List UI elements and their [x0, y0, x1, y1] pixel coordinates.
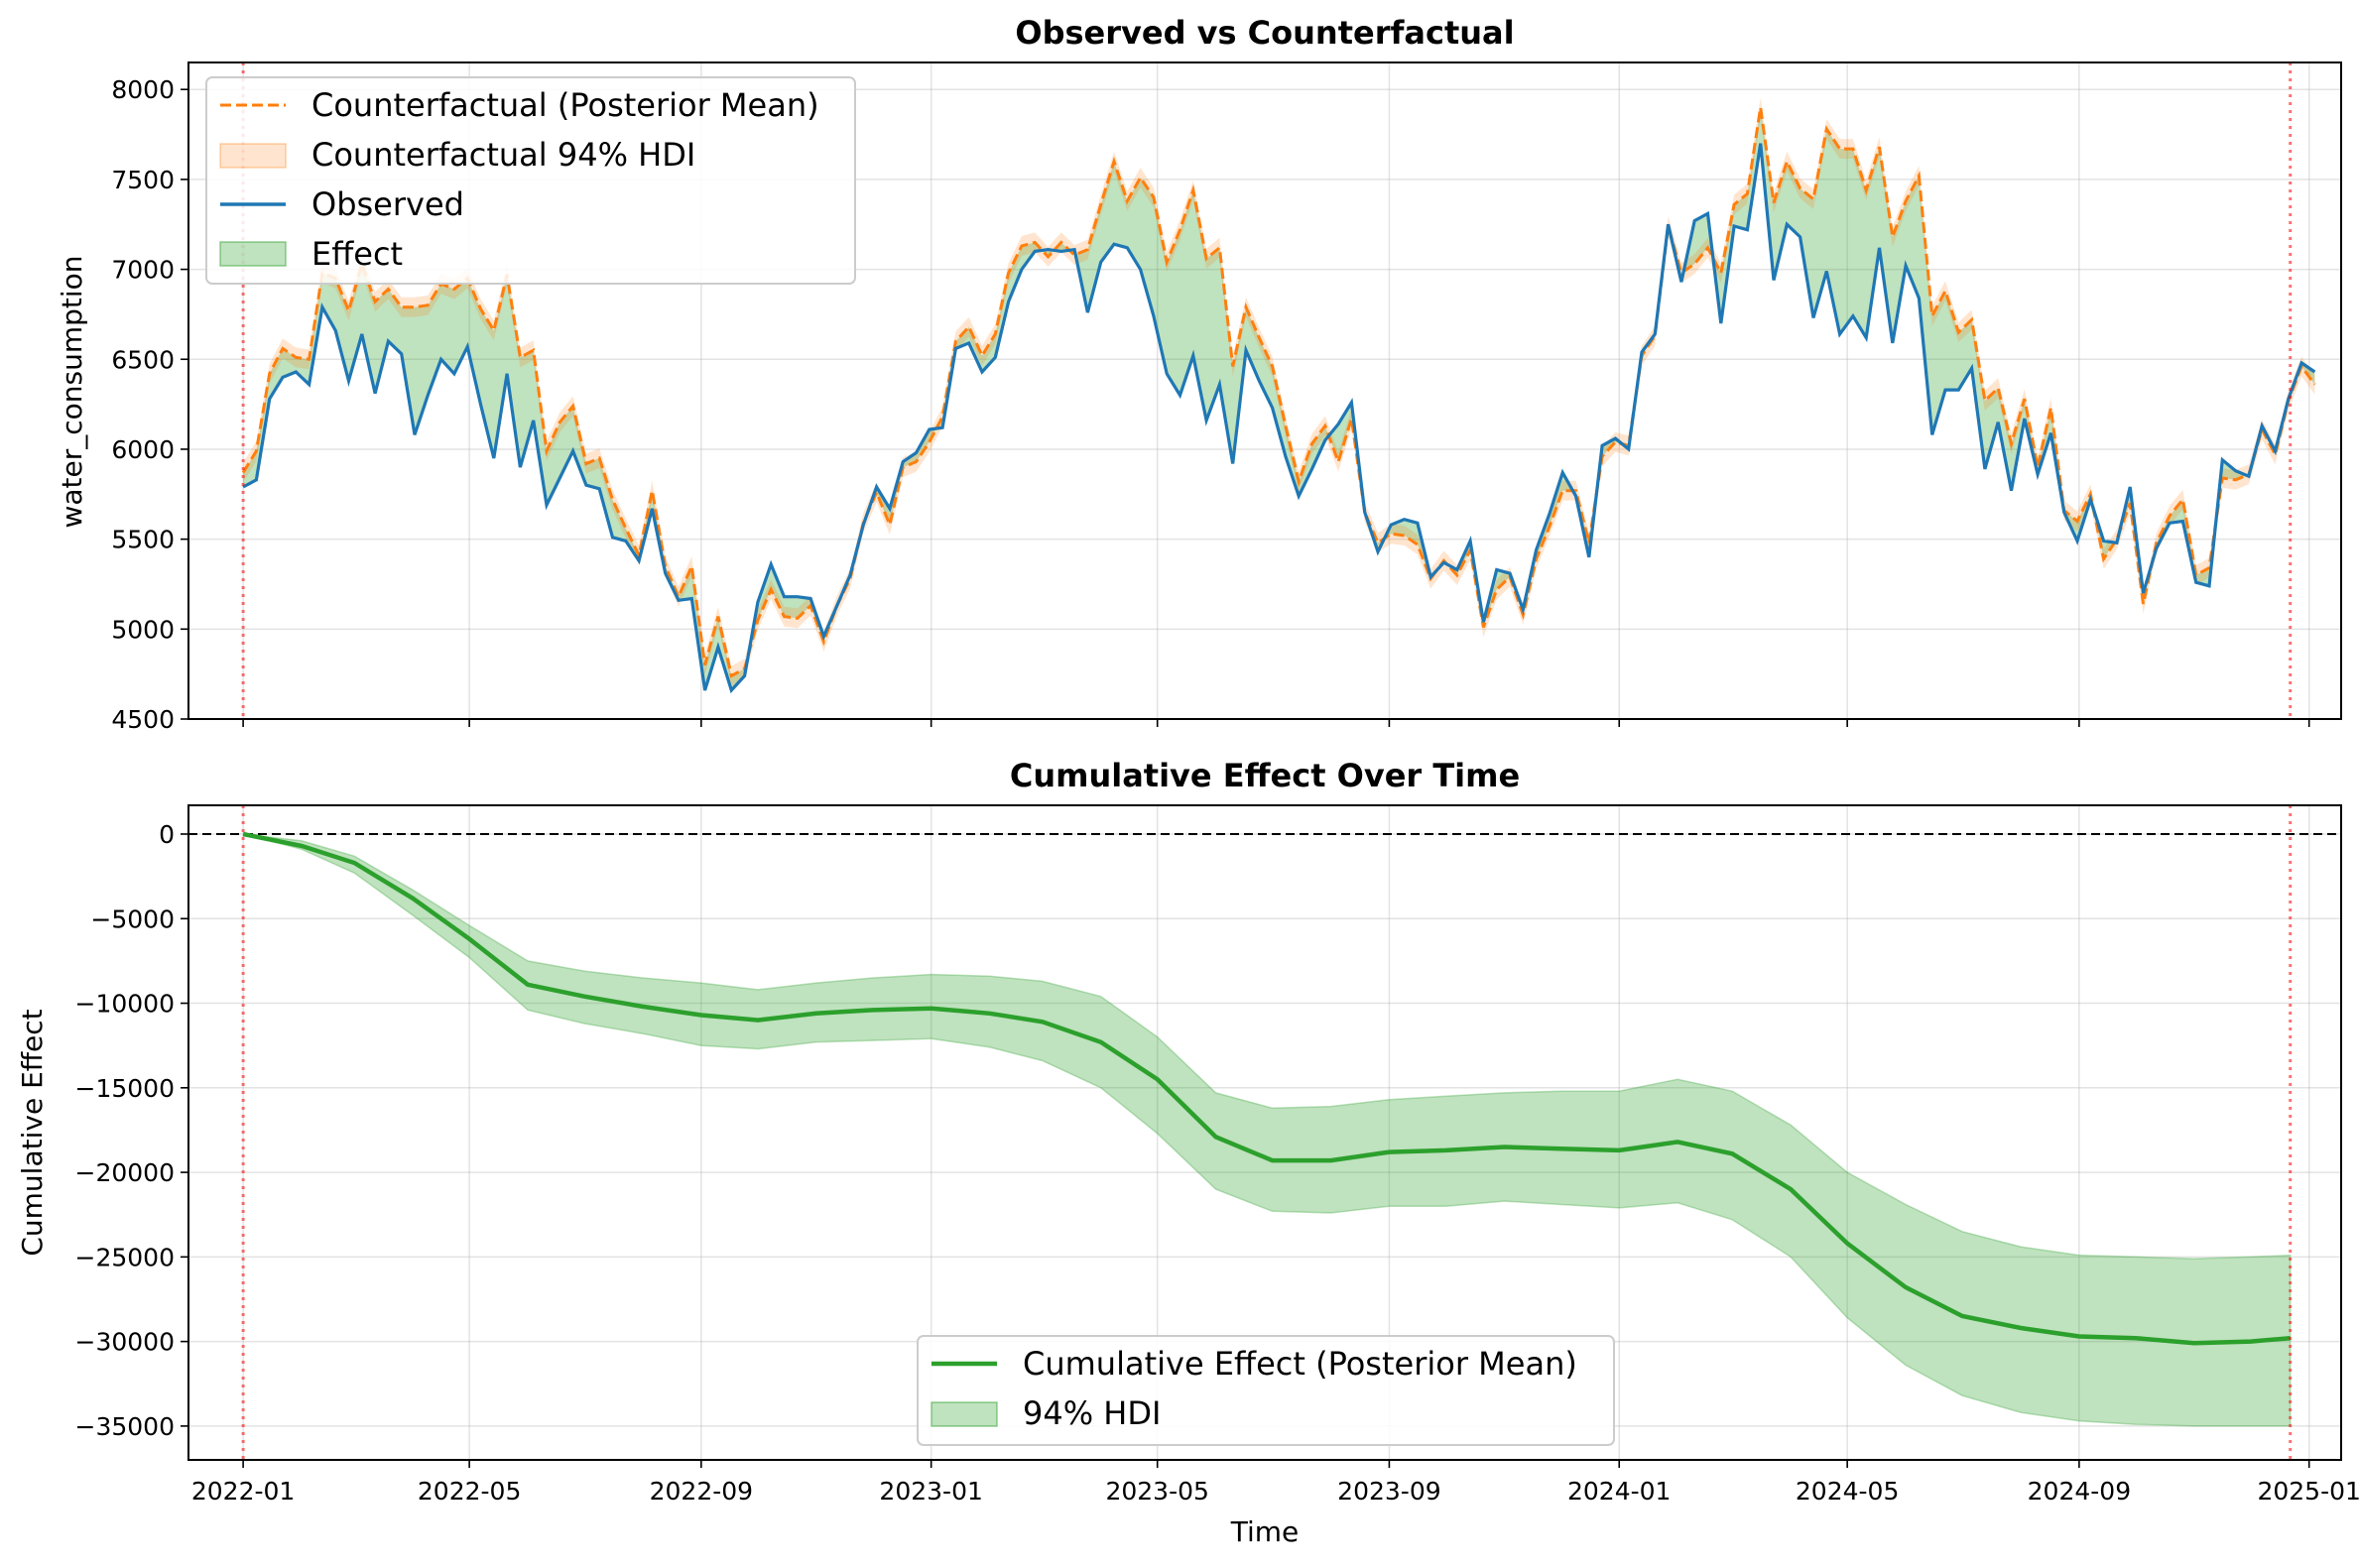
x-tick-label: 2022-09	[650, 1477, 753, 1506]
x-tick-label: 2024-05	[1796, 1477, 1899, 1506]
x-axis-label-bottom: Time	[1230, 1515, 1300, 1548]
legend-box-top	[205, 76, 856, 285]
y-axis-label-top: water_consumption	[56, 255, 88, 528]
axes-frame-bottom	[187, 804, 2342, 1461]
counterfactual-mean-line	[241, 107, 2316, 678]
y-tick-label: −30000	[75, 1328, 175, 1357]
panel-cumulative-effect: Cumulative Effect Over Time Cumulative E…	[16, 757, 2359, 1548]
y-ticks-bottom: 0 −5000 −10000 −15000 −20000 −25000 −30000 −350…	[75, 820, 188, 1441]
panel-observed-vs-counterfactual: Observed vs Counterfactual water_consump…	[56, 14, 2342, 734]
y-tick-label: −10000	[75, 990, 175, 1019]
chart-title-bottom: Cumulative Effect Over Time	[1010, 757, 1520, 794]
legend-label-effect: Effect	[311, 235, 403, 273]
x-tick-label: 2022-01	[191, 1477, 295, 1506]
legend-top: Counterfactual (Posterior Mean) Counterf…	[205, 76, 856, 285]
x-tick-label: 2023-01	[879, 1477, 982, 1506]
x-tick-label: 2025-01	[2257, 1477, 2359, 1506]
legend-label-counterfactual-hdi: Counterfactual 94% HDI	[311, 136, 695, 174]
x-tick-label: 2023-09	[1337, 1477, 1440, 1506]
cumulative-hdi-band	[242, 833, 2292, 1427]
y-ticks-top: 4500 5000 5500 6000 6500 7000 7500 8000	[111, 75, 188, 734]
y-tick-label: 6500	[111, 345, 175, 374]
y-tick-label: −15000	[75, 1074, 175, 1103]
y-tick-label: 4500	[111, 705, 175, 734]
x-ticks-bottom: 2022-01 2022-05 2022-09 2023-01 2023-05 2023-…	[191, 1460, 2359, 1506]
x-ticks-top	[242, 719, 2310, 727]
x-tick-label: 2024-01	[1567, 1477, 1671, 1506]
cumulative-mean-line	[242, 831, 2291, 1346]
y-tick-label: 5000	[111, 615, 175, 644]
x-tick-label: 2022-05	[418, 1477, 521, 1506]
legend-swatch-effect	[219, 241, 287, 267]
legend-swatch-cumulative-hdi	[931, 1401, 998, 1427]
legend-label-counterfactual-mean: Counterfactual (Posterior Mean)	[311, 86, 819, 124]
y-tick-label: 5500	[111, 526, 175, 554]
y-tick-label: −20000	[75, 1158, 175, 1187]
plot-area-top	[241, 62, 2316, 719]
chart-title-top: Observed vs Counterfactual	[1015, 14, 1514, 52]
y-tick-label: 8000	[111, 75, 175, 104]
legend-label-cumulative-mean: Cumulative Effect (Posterior Mean)	[1023, 1345, 1577, 1383]
axes-frame-top	[187, 61, 2342, 720]
legend-label-cumulative-hdi: 94% HDI	[1023, 1394, 1161, 1432]
legend-label-observed: Observed	[311, 185, 464, 223]
x-tick-label: 2023-05	[1105, 1477, 1208, 1506]
y-tick-label: 6000	[111, 435, 175, 464]
plot-area-bottom	[188, 805, 2341, 1460]
counterfactual-hdi-band	[243, 97, 2315, 686]
y-tick-label: 7000	[111, 256, 175, 285]
legend-box-bottom	[917, 1335, 1615, 1446]
legend-swatch-counterfactual-hdi	[219, 143, 287, 169]
y-tick-label: 7500	[111, 166, 175, 194]
y-tick-label: −25000	[75, 1243, 175, 1271]
legend-bottom: Cumulative Effect (Posterior Mean) 94% H…	[917, 1335, 1615, 1446]
x-tick-label: 2024-09	[2028, 1477, 2131, 1506]
y-tick-label: −5000	[90, 905, 175, 933]
y-tick-label: −35000	[75, 1412, 175, 1441]
y-tick-label: 0	[159, 820, 175, 849]
observed-line	[242, 143, 2316, 694]
y-axis-label-bottom: Cumulative Effect	[16, 1009, 49, 1256]
